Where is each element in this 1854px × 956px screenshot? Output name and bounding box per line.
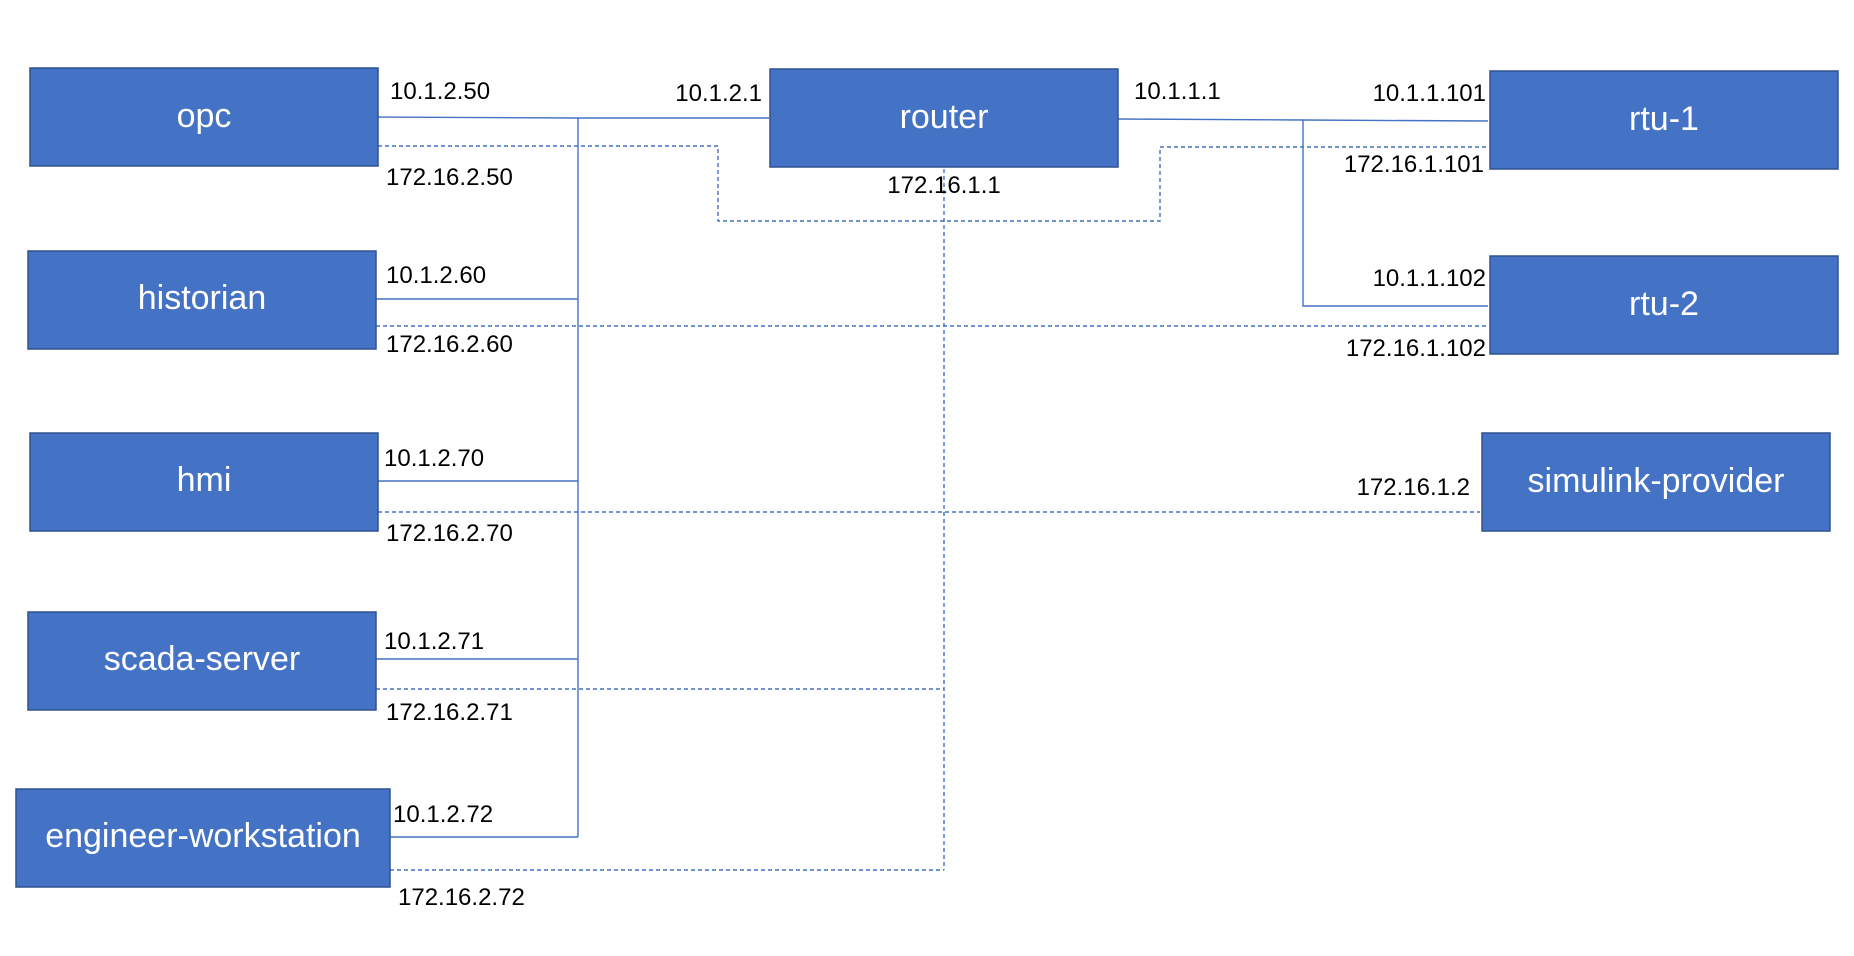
node-label: historian	[138, 279, 267, 317]
link-router-rtu2	[1302, 120, 1488, 307]
ip-label: 10.1.1.101	[1373, 80, 1486, 107]
ip-label: 172.16.2.50	[386, 164, 513, 191]
node-label: hmi	[177, 461, 232, 499]
node-label: rtu-1	[1629, 100, 1699, 138]
node-scada-server[interactable]: scada-server	[27, 611, 377, 711]
ip-label: 172.16.2.72	[398, 884, 525, 911]
ip-label: 172.16.1.102	[1346, 335, 1486, 362]
node-rtu-1[interactable]: rtu-1	[1489, 70, 1839, 170]
node-label: engineer-workstation	[45, 817, 361, 855]
ip-label: 172.16.1.1	[887, 172, 1000, 199]
ip-label: 10.1.2.1	[675, 80, 762, 107]
ip-label: 172.16.2.70	[386, 520, 513, 547]
node-router[interactable]: router	[769, 68, 1119, 168]
node-label: rtu-2	[1629, 285, 1699, 323]
node-rtu-2[interactable]: rtu-2	[1489, 255, 1839, 355]
node-label: opc	[177, 97, 232, 135]
ip-label: 10.1.1.102	[1373, 265, 1486, 292]
ip-label: 10.1.2.60	[386, 262, 486, 289]
node-label: router	[900, 98, 989, 136]
node-label: scada-server	[104, 640, 301, 678]
ip-label: 10.1.2.71	[384, 628, 484, 655]
ip-label: 172.16.1.2	[1357, 474, 1470, 501]
node-hmi[interactable]: hmi	[29, 432, 379, 532]
ip-label: 10.1.1.1	[1134, 78, 1221, 105]
dashed-links	[376, 145, 1488, 871]
node-simulink-provider[interactable]: simulink-provider	[1481, 432, 1831, 532]
node-engineer-workstation[interactable]: engineer-workstation	[15, 788, 391, 888]
node-historian[interactable]: historian	[27, 250, 377, 350]
ip-label: 10.1.2.50	[390, 78, 490, 105]
dlink-opc-rtu1	[378, 145, 1488, 222]
ip-label: 172.16.2.71	[386, 699, 513, 726]
ip-label: 172.16.1.101	[1344, 151, 1484, 178]
solid-links	[376, 116, 1489, 838]
node-opc[interactable]: opc	[29, 67, 379, 167]
link-opc-router	[377, 116, 769, 119]
node-label: simulink-provider	[1528, 462, 1785, 500]
ip-label: 10.1.2.70	[384, 445, 484, 472]
ip-label: 172.16.2.60	[386, 331, 513, 358]
ip-label: 10.1.2.72	[393, 801, 493, 828]
address-labels: 10.1.2.50 172.16.2.50 10.1.2.60 172.16.2…	[384, 78, 1486, 911]
